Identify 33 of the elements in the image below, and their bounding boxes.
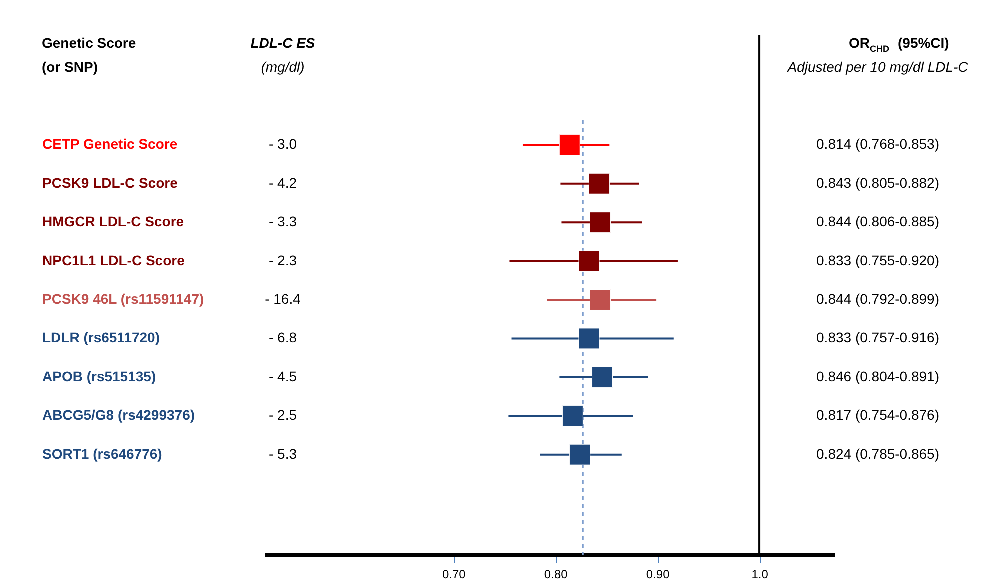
annotation: - 5.3 <box>268 446 298 462</box>
annotation: - 4.2 <box>268 174 298 191</box>
annotation: - 2.5 <box>268 407 298 424</box>
data-label: 0.817 (0.754-0.876) <box>816 407 940 424</box>
data-label: 0.844 (0.806-0.885) <box>816 214 940 230</box>
y-axis-title: Genetic Score (or SNP) <box>42 35 136 75</box>
data-label: 0.833 (0.755-0.920) <box>816 252 940 268</box>
y-tick-label: ABCG5/G8 (rs4299376) <box>42 407 196 424</box>
text: LDL-C ES (mg/dl) <box>250 35 316 75</box>
data-label: 0.824 (0.785-0.865) <box>816 446 940 462</box>
y-tick-label: LDLR (rs6511720) <box>42 330 160 346</box>
data-label: 0.843 (0.805-0.882) <box>816 174 940 191</box>
x-tick-label: 0.70 <box>442 568 466 582</box>
annotation: - 3.0 <box>268 136 298 152</box>
annotation: - 16.4 <box>265 291 302 307</box>
x-tick-label: 0.80 <box>544 568 568 582</box>
data-label: 0.846 (0.804-0.891) <box>816 368 940 384</box>
annotation: - 4.5 <box>268 368 298 384</box>
data-label: 0.844 (0.792-0.899) <box>816 291 940 307</box>
y-tick-label: HMGCR LDL-C Score <box>42 214 184 230</box>
y-tick-label: APOB (rs515135) <box>42 368 156 384</box>
x-tick-label: 0.90 <box>646 568 670 582</box>
x-tick-label: 1.0 <box>752 568 769 582</box>
data-label: 0.833 (0.757-0.916) <box>816 330 940 346</box>
y-tick-label: NPC1L1 LDL-C Score <box>42 252 186 268</box>
y-tick-label: PCSK9 LDL-C Score <box>42 174 178 191</box>
annotation: - 3.3 <box>268 214 298 230</box>
annotation: - 6.8 <box>268 330 298 346</box>
y-tick-label: CETP Genetic Score <box>42 136 178 152</box>
annotation: - 2.3 <box>268 252 298 268</box>
y-tick-label: SORT1 (rs646776) <box>42 446 162 462</box>
data-label: 0.814 (0.768-0.853) <box>816 136 940 152</box>
y-tick-label: PCSK9 46L (rs11591147) <box>42 291 204 307</box>
